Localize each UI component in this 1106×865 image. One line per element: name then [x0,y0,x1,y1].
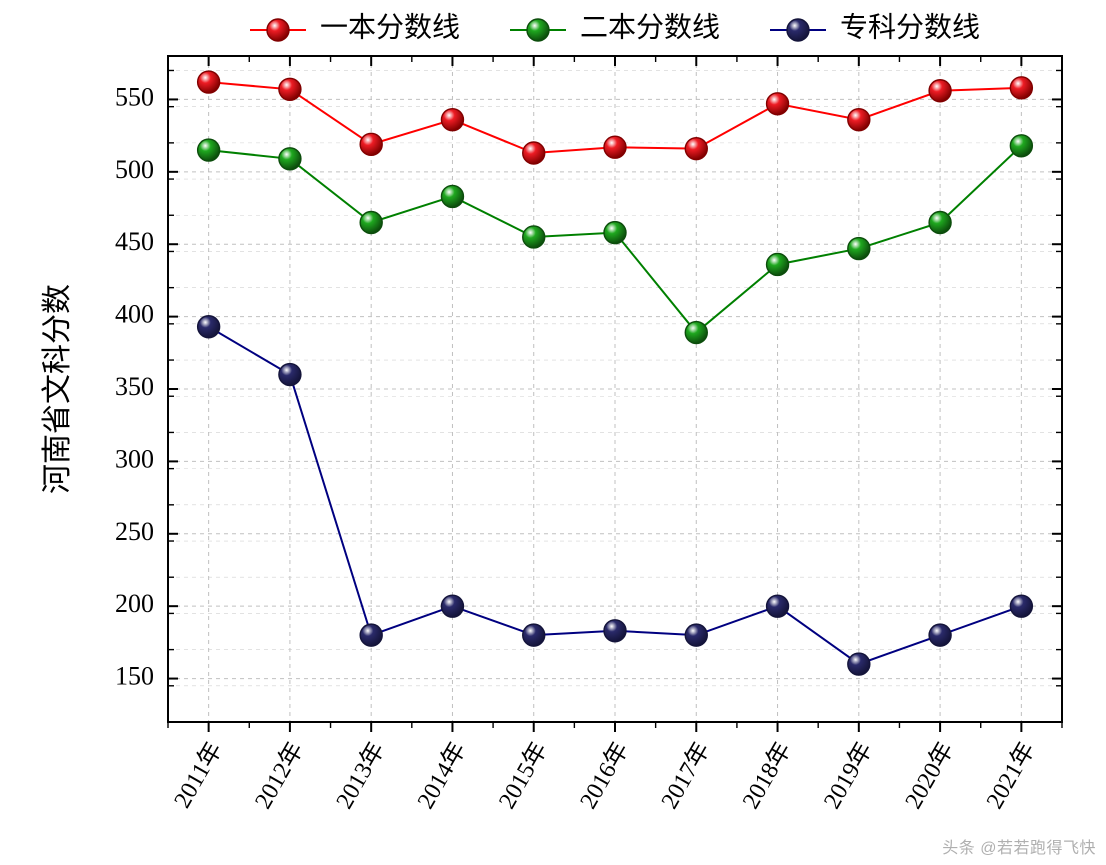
watermark-text: 头条 @若若跑得飞快 [942,834,1096,858]
svg-text:2016年: 2016年 [575,738,634,814]
svg-text:二本分数线: 二本分数线 [580,11,720,43]
svg-text:200: 200 [115,589,154,618]
svg-text:2018年: 2018年 [737,738,796,814]
svg-text:550: 550 [115,82,154,111]
svg-text:250: 250 [115,517,154,546]
svg-text:500: 500 [115,155,154,184]
svg-text:2011年: 2011年 [169,738,228,813]
svg-text:300: 300 [115,444,154,473]
svg-text:2015年: 2015年 [493,738,552,814]
svg-text:河南省文科分数: 河南省文科分数 [41,284,74,494]
svg-text:专科分数线: 专科分数线 [840,11,980,43]
svg-text:400: 400 [115,300,154,329]
score-line-chart: 150 200 250 300 350 400 450 500 550 河南省文科分数 2011年 2… [0,0,1106,860]
svg-text:2019年: 2019年 [818,738,877,814]
svg-text:150: 150 [115,662,154,691]
svg-text:2013年: 2013年 [331,738,390,814]
svg-text:2014年: 2014年 [412,738,471,814]
svg-text:2021年: 2021年 [981,738,1040,814]
svg-text:450: 450 [115,227,154,256]
svg-text:2020年: 2020年 [900,738,959,814]
svg-text:350: 350 [115,372,154,401]
svg-text:一本分数线: 一本分数线 [320,11,460,43]
svg-text:2017年: 2017年 [656,738,715,814]
svg-text:2012年: 2012年 [250,738,309,814]
